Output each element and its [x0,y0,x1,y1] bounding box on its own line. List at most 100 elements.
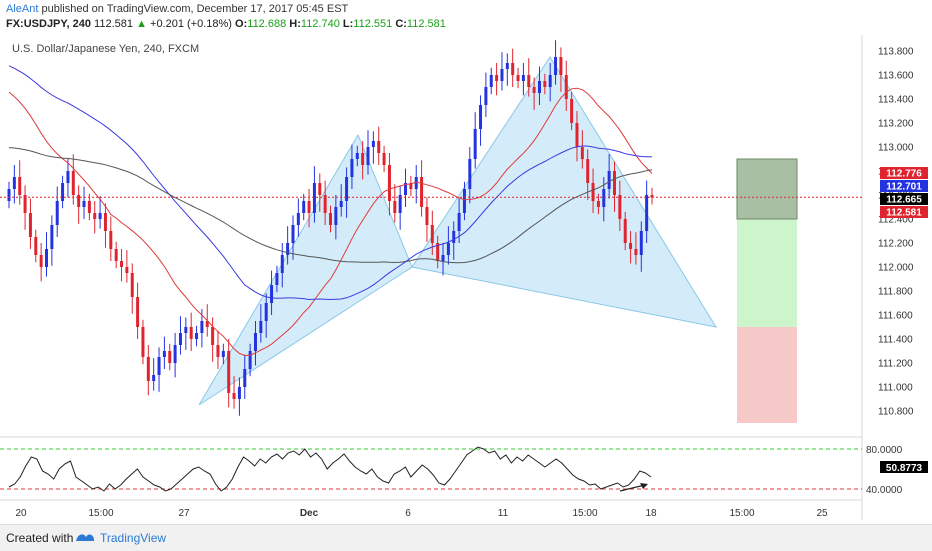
candle-body [243,369,247,387]
candle-body [173,345,177,363]
y-axis-label: 111.000 [878,383,913,394]
y-axis-label: 113.400 [878,95,914,106]
candle-body [554,57,558,75]
candle-body [537,81,541,93]
candle-body [82,201,86,207]
candle-body [136,297,140,327]
candle-body [489,75,493,87]
chart-subtitle: U.S. Dollar/Japanese Yen, 240, FXCM [12,43,200,55]
stop-loss-zone [737,327,797,423]
candle-body [532,87,536,93]
price-tag [880,167,928,179]
candle-body [39,255,43,267]
candle-body [141,327,145,357]
candle-body [527,75,531,87]
y-axis-label: 111.200 [878,359,913,370]
candle-body [77,195,81,207]
candle-body [521,75,525,81]
candle-body [650,195,654,198]
candle-body [98,213,102,219]
tradingview-brand[interactable]: TradingView [100,531,167,545]
candle-body [366,147,370,165]
candle-body [302,201,306,213]
low-value: 112.551 [353,18,393,30]
candle-body [280,255,284,273]
candle-body [398,195,402,213]
candle-body [387,165,391,201]
open-label: O: [235,18,248,30]
candle-body [479,105,483,129]
candle-body [409,183,413,189]
price-change: +0.201 (+0.18%) [150,18,232,30]
candle-body [629,243,633,249]
candle-body [162,351,166,357]
candle-body [393,201,397,213]
candle-body [580,147,584,159]
low-label: L: [342,18,354,30]
candle-body [462,189,466,213]
candle-body [12,177,16,189]
entry-zone [736,158,798,220]
candle-body [291,225,295,243]
candle-body [457,213,461,231]
candle-body [596,201,600,207]
candle-body [361,153,365,165]
ma-dark-line [8,147,653,264]
pattern-xab-triangle [198,133,413,406]
candle-body [570,99,574,123]
y-axis-label: 113.200 [878,119,914,130]
candle-body [371,141,375,147]
candle-body [264,303,268,321]
tradingview-logo-icon [76,534,94,541]
candle-body [591,183,595,201]
author-link[interactable]: AleAnt [6,3,39,15]
candle-body [259,321,263,333]
candle-body [93,213,97,219]
price-tag-value: 112.701 [886,182,922,193]
candle-body [103,213,107,231]
divergence-arrow-line [619,484,646,492]
y-axis-label: 112.400 [878,215,914,226]
x-axis-label: 25 [816,508,828,519]
candle-body [639,231,643,255]
candle-body [114,249,118,261]
candle-body [404,183,408,195]
candle-body [28,213,32,237]
candle-body [430,225,434,243]
candle-body [34,237,38,255]
price-tag-value: 112.776 [886,169,922,180]
y-axis-label: 111.400 [878,335,913,346]
candle-body [189,327,193,339]
candle-body [484,87,488,105]
candle-body [329,213,332,225]
candle-body [227,351,231,393]
divergence-arrow-head-icon [640,483,648,489]
candle-body [157,357,161,375]
pattern-bcd-triangle [411,56,718,328]
x-axis-label: 27 [178,508,190,519]
oscillator-level-label: 40.0000 [866,485,903,496]
created-with-label: Created with [6,531,74,545]
candle-body [334,207,338,225]
last-price: 112.581 [94,18,133,30]
candle-body [216,345,220,357]
y-axis-label: 112.000 [878,263,914,274]
candle-body [232,393,236,399]
symbol-name: FX:USDJPY, 240 [6,18,91,30]
candle-body [45,249,49,267]
candle-body [71,171,75,195]
x-axis-label: 15:00 [572,508,597,519]
x-axis-label: 15:00 [88,508,113,519]
price-chart[interactable]: 113.800113.600113.400113.200113.000112.8… [0,0,932,524]
candle-body [296,213,300,225]
candle-body [559,57,563,75]
oscillator-value: 50.8773 [886,463,923,474]
candle-body [152,375,156,381]
candle-body [50,225,54,249]
candle-body [130,273,134,297]
candle-body [211,327,215,345]
candle-body [623,219,627,243]
price-tag [880,193,928,205]
x-axis-label: 18 [645,508,657,519]
candle-body [382,153,386,165]
